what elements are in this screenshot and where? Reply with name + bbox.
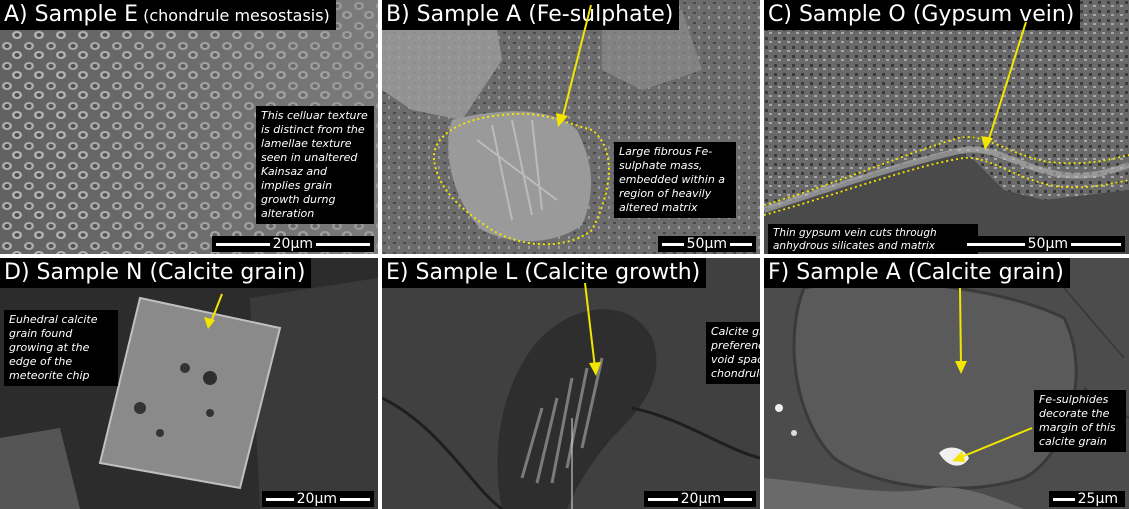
panel-a-sample-e: A) Sample E (chondrule mesostasis) This …	[0, 0, 378, 254]
annotation-note: Calcite grains show a preference to form…	[706, 322, 760, 384]
scale-bar: 20µm	[643, 491, 756, 507]
scale-bar-line-right	[1071, 242, 1121, 246]
annotation-note: Fe-sulphides decorate the margin of this…	[1034, 390, 1126, 452]
panel-title-sub: (chondrule mesostasis)	[143, 6, 330, 25]
scale-bar-label: 25µm	[1077, 491, 1118, 507]
sem-image-e	[382, 258, 760, 509]
panel-d-sample-n: D) Sample N (Calcite grain) Euhedral cal…	[0, 258, 378, 509]
panel-title: F) Sample A (Calcite grain)	[764, 258, 1070, 288]
panel-title-main: C) Sample O (Gypsum vein)	[768, 2, 1075, 27]
scale-bar: 50µm	[962, 236, 1125, 252]
sem-image-d	[0, 258, 378, 509]
annotation-note: This celluar texture is distinct from th…	[256, 106, 374, 224]
annotation-note: Euhedral calcite grain found growing at …	[4, 310, 118, 386]
sem-image-c	[764, 0, 1129, 254]
panel-title: A) Sample E (chondrule mesostasis)	[0, 0, 336, 30]
sem-image-f	[764, 258, 1129, 509]
panel-e-sample-l: E) Sample L (Calcite growth) Calcite gra…	[382, 258, 760, 509]
panel-b-sample-a: B) Sample A (Fe-sulphate) Large fibrous …	[382, 0, 760, 254]
panel-title: D) Sample N (Calcite grain)	[0, 258, 312, 288]
scale-bar-label: 20µm	[680, 491, 721, 507]
annotation-note: Large fibrous Fe-sulphate mass, embedded…	[614, 142, 736, 218]
scale-bar: 25µm	[1048, 491, 1125, 507]
scale-bar-line-right	[340, 497, 370, 501]
panel-title-main: E) Sample L (Calcite growth)	[386, 260, 701, 285]
panel-title-main: F) Sample A (Calcite grain)	[768, 260, 1064, 285]
scale-bar: 20µm	[211, 236, 374, 252]
panel-title: B) Sample A (Fe-sulphate)	[382, 0, 680, 30]
scale-bar-label: 50µm	[1027, 236, 1068, 252]
scale-bar-line-left	[647, 497, 678, 501]
scale-bar-line-left	[966, 242, 1025, 246]
scale-bar-line-right	[730, 242, 752, 246]
scale-bar-line-right	[316, 242, 370, 246]
annotation-note: Thin gypsum vein cuts through anhydrous …	[768, 224, 978, 254]
scale-bar-line-left	[215, 242, 270, 246]
panel-title: C) Sample O (Gypsum vein)	[764, 0, 1081, 30]
panel-c-sample-o: C) Sample O (Gypsum vein) Thin gypsum ve…	[764, 0, 1129, 254]
scale-bar-line-left	[1052, 497, 1075, 501]
scale-bar-line-left	[265, 497, 294, 501]
calcite-crystal	[98, 296, 282, 490]
scale-bar-label: 50µm	[686, 236, 727, 252]
scale-bar-label: 20µm	[272, 236, 313, 252]
scale-bar-line-left	[661, 242, 684, 246]
scale-bar-label: 20µm	[296, 491, 337, 507]
panel-title: E) Sample L (Calcite growth)	[382, 258, 707, 288]
panel-title-main: B) Sample A (Fe-sulphate)	[386, 2, 674, 27]
scale-bar: 50µm	[657, 236, 756, 252]
scale-bar: 20µm	[261, 491, 374, 507]
panel-f-sample-a: F) Sample A (Calcite grain) Fe-sulphides…	[764, 258, 1129, 509]
panel-title-main: D) Sample N (Calcite grain)	[4, 260, 306, 285]
scale-bar-line-right	[724, 497, 752, 501]
panel-title-main: A) Sample E	[4, 2, 139, 27]
